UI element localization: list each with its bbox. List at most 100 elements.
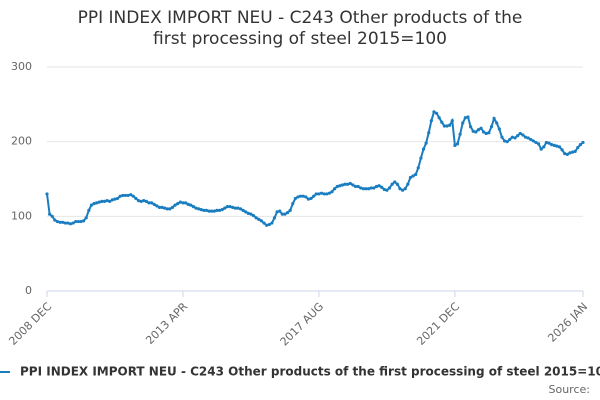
data-point xyxy=(220,208,224,212)
data-point xyxy=(497,127,501,131)
data-point xyxy=(217,208,222,212)
data-point xyxy=(398,187,402,191)
data-point xyxy=(131,194,135,198)
data-point xyxy=(63,221,67,225)
data-point xyxy=(254,216,258,220)
data-point xyxy=(408,175,413,180)
data-point xyxy=(293,196,297,201)
data-point xyxy=(367,187,371,191)
legend-label: PPI INDEX IMPORT NEU - C243 Other produc… xyxy=(20,365,600,379)
data-point xyxy=(173,203,177,207)
data-point xyxy=(191,205,196,209)
data-point xyxy=(108,199,112,203)
data-point xyxy=(233,206,237,210)
data-point xyxy=(288,208,292,212)
data-point xyxy=(304,195,308,199)
data-point xyxy=(440,120,444,124)
data-point xyxy=(262,221,266,225)
data-point xyxy=(476,128,481,132)
x-tick-label: 2017 AUG xyxy=(278,300,327,349)
data-point xyxy=(325,192,329,196)
data-point xyxy=(364,187,368,191)
data-point xyxy=(199,208,203,212)
data-point xyxy=(61,220,65,224)
data-point xyxy=(536,142,541,146)
data-point xyxy=(129,193,133,197)
data-point xyxy=(89,203,94,207)
data-point xyxy=(97,200,101,204)
data-point xyxy=(163,206,167,210)
data-point xyxy=(189,203,193,207)
data-point xyxy=(168,207,172,211)
data-point xyxy=(134,196,138,201)
data-point xyxy=(58,220,62,224)
data-point xyxy=(53,218,57,222)
data-point xyxy=(241,208,245,212)
data-point xyxy=(207,209,211,213)
data-point xyxy=(487,131,491,135)
data-point xyxy=(265,223,269,227)
data-point xyxy=(102,199,107,203)
data-point xyxy=(45,192,49,196)
data-point xyxy=(387,186,392,190)
data-point xyxy=(505,140,509,144)
data-point xyxy=(400,188,405,192)
data-point xyxy=(210,209,214,213)
y-tick-label: 200 xyxy=(11,135,32,148)
data-point xyxy=(510,135,515,139)
data-point xyxy=(228,205,232,209)
data-point xyxy=(463,116,467,120)
data-point xyxy=(55,219,60,224)
data-point xyxy=(71,221,75,225)
data-point xyxy=(322,192,326,196)
data-point xyxy=(267,222,271,227)
data-point xyxy=(568,151,572,155)
data-point xyxy=(319,191,324,195)
data-point xyxy=(539,147,543,151)
data-point xyxy=(278,209,282,213)
data-point xyxy=(437,116,441,120)
data-point xyxy=(489,125,494,129)
data-point xyxy=(123,193,128,198)
data-point xyxy=(581,140,585,145)
series-line xyxy=(46,110,584,227)
data-point xyxy=(359,186,363,190)
data-point xyxy=(202,208,206,212)
data-point xyxy=(468,125,473,129)
data-point xyxy=(395,182,399,186)
y-tick-label: 0 xyxy=(25,284,32,297)
x-tick-label: 2026 JAN xyxy=(545,300,590,345)
data-point xyxy=(327,191,331,195)
data-point xyxy=(560,148,564,152)
data-point xyxy=(115,196,120,201)
data-point xyxy=(149,201,154,205)
data-point xyxy=(181,201,185,205)
data-point xyxy=(68,222,73,226)
data-point xyxy=(338,184,342,188)
data-point xyxy=(136,199,141,203)
data-point xyxy=(301,194,305,198)
data-point xyxy=(557,145,562,149)
data-point xyxy=(335,184,339,189)
data-point xyxy=(411,174,415,178)
data-point xyxy=(246,211,250,215)
data-point xyxy=(314,192,318,196)
data-point xyxy=(225,205,230,209)
data-point xyxy=(513,136,517,140)
data-point xyxy=(419,156,423,160)
data-point xyxy=(421,147,426,151)
data-point xyxy=(238,207,243,211)
data-point xyxy=(482,130,486,134)
chart-title: PPI INDEX IMPORT NEU - C243 Other produc… xyxy=(77,8,523,49)
data-point xyxy=(50,214,54,218)
data-point xyxy=(403,187,407,191)
data-point xyxy=(346,182,350,186)
data-point xyxy=(374,184,379,189)
data-point xyxy=(144,199,148,203)
data-point xyxy=(299,194,303,198)
data-point xyxy=(340,183,345,187)
data-point xyxy=(178,200,182,204)
data-point xyxy=(249,212,253,216)
data-point xyxy=(333,187,337,191)
